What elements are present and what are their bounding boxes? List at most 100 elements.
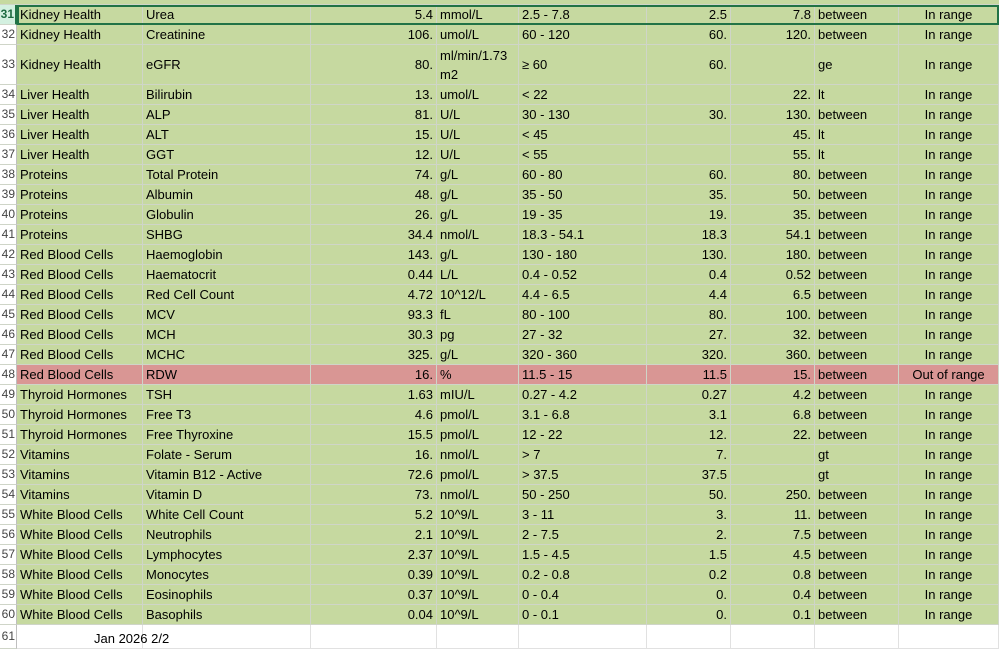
row-header[interactable]: 40: [0, 205, 17, 225]
unit-cell[interactable]: 10^9/L: [437, 545, 519, 565]
comparison-cell[interactable]: between: [815, 365, 899, 385]
status-cell[interactable]: In range: [899, 145, 999, 165]
row-header[interactable]: 53: [0, 465, 17, 485]
unit-cell[interactable]: U/L: [437, 125, 519, 145]
status-cell[interactable]: In range: [899, 405, 999, 425]
unit-cell[interactable]: mmol/L: [437, 5, 519, 25]
range-low-cell[interactable]: 320.: [647, 345, 731, 365]
result-value-cell[interactable]: 1.63: [311, 385, 437, 405]
range-high-cell[interactable]: 50.: [731, 185, 815, 205]
test-name-cell[interactable]: Free Thyroxine: [143, 425, 311, 445]
comparison-cell[interactable]: between: [815, 185, 899, 205]
reference-range-cell[interactable]: 4.4 - 6.5: [519, 285, 647, 305]
range-low-cell[interactable]: 130.: [647, 245, 731, 265]
row-header[interactable]: 61: [0, 625, 17, 649]
unit-cell[interactable]: pmol/L: [437, 425, 519, 445]
range-low-cell[interactable]: 35.: [647, 185, 731, 205]
range-high-cell[interactable]: 0.4: [731, 585, 815, 605]
row-header[interactable]: 48: [0, 365, 17, 385]
result-value-cell[interactable]: 4.72: [311, 285, 437, 305]
empty-cell[interactable]: [311, 625, 437, 649]
status-cell[interactable]: In range: [899, 445, 999, 465]
range-low-cell[interactable]: 60.: [647, 45, 731, 85]
status-cell[interactable]: In range: [899, 545, 999, 565]
row-header[interactable]: 38: [0, 165, 17, 185]
category-cell[interactable]: White Blood Cells: [17, 525, 143, 545]
range-low-cell[interactable]: 1.5: [647, 545, 731, 565]
result-value-cell[interactable]: 4.6: [311, 405, 437, 425]
unit-cell[interactable]: 10^9/L: [437, 525, 519, 545]
test-name-cell[interactable]: GGT: [143, 145, 311, 165]
comparison-cell[interactable]: between: [815, 205, 899, 225]
status-cell[interactable]: In range: [899, 165, 999, 185]
status-cell[interactable]: In range: [899, 585, 999, 605]
comparison-cell[interactable]: between: [815, 505, 899, 525]
empty-cell[interactable]: [519, 625, 647, 649]
range-low-cell[interactable]: 60.: [647, 25, 731, 45]
range-low-cell[interactable]: 7.: [647, 445, 731, 465]
status-cell[interactable]: In range: [899, 45, 999, 85]
unit-cell[interactable]: pg: [437, 325, 519, 345]
reference-range-cell[interactable]: 130 - 180: [519, 245, 647, 265]
result-value-cell[interactable]: 2.37: [311, 545, 437, 565]
reference-range-cell[interactable]: < 45: [519, 125, 647, 145]
unit-cell[interactable]: ml/min/1.73 m2: [437, 45, 519, 85]
range-low-cell[interactable]: 19.: [647, 205, 731, 225]
category-cell[interactable]: Vitamins: [17, 465, 143, 485]
row-header[interactable]: 35: [0, 105, 17, 125]
test-name-cell[interactable]: Vitamin B12 - Active: [143, 465, 311, 485]
range-low-cell[interactable]: 11.5: [647, 365, 731, 385]
row-header[interactable]: 59: [0, 585, 17, 605]
result-value-cell[interactable]: 325.: [311, 345, 437, 365]
empty-cell[interactable]: [899, 625, 999, 649]
empty-cell[interactable]: [437, 625, 519, 649]
row-header[interactable]: 45: [0, 305, 17, 325]
row-header[interactable]: 49: [0, 385, 17, 405]
range-low-cell[interactable]: 18.3: [647, 225, 731, 245]
empty-cell[interactable]: [17, 625, 143, 649]
test-name-cell[interactable]: Monocytes: [143, 565, 311, 585]
category-cell[interactable]: Thyroid Hormones: [17, 405, 143, 425]
range-high-cell[interactable]: 32.: [731, 325, 815, 345]
result-value-cell[interactable]: 73.: [311, 485, 437, 505]
category-cell[interactable]: Thyroid Hormones: [17, 385, 143, 405]
comparison-cell[interactable]: lt: [815, 125, 899, 145]
reference-range-cell[interactable]: 60 - 80: [519, 165, 647, 185]
test-name-cell[interactable]: Basophils: [143, 605, 311, 625]
status-cell[interactable]: In range: [899, 25, 999, 45]
test-name-cell[interactable]: Globulin: [143, 205, 311, 225]
category-cell[interactable]: Liver Health: [17, 145, 143, 165]
category-cell[interactable]: Liver Health: [17, 125, 143, 145]
range-high-cell[interactable]: 4.5: [731, 545, 815, 565]
status-cell[interactable]: In range: [899, 205, 999, 225]
unit-cell[interactable]: 10^9/L: [437, 565, 519, 585]
range-low-cell[interactable]: [647, 145, 731, 165]
result-value-cell[interactable]: 80.: [311, 45, 437, 85]
category-cell[interactable]: White Blood Cells: [17, 605, 143, 625]
row-header[interactable]: 58: [0, 565, 17, 585]
range-high-cell[interactable]: 100.: [731, 305, 815, 325]
status-cell[interactable]: In range: [899, 265, 999, 285]
result-value-cell[interactable]: 16.: [311, 365, 437, 385]
row-header[interactable]: 37: [0, 145, 17, 165]
reference-range-cell[interactable]: 3.1 - 6.8: [519, 405, 647, 425]
test-name-cell[interactable]: Haemoglobin: [143, 245, 311, 265]
comparison-cell[interactable]: between: [815, 585, 899, 605]
comparison-cell[interactable]: between: [815, 5, 899, 25]
unit-cell[interactable]: fL: [437, 305, 519, 325]
category-cell[interactable]: White Blood Cells: [17, 565, 143, 585]
unit-cell[interactable]: L/L: [437, 265, 519, 285]
status-cell[interactable]: In range: [899, 125, 999, 145]
range-high-cell[interactable]: 120.: [731, 25, 815, 45]
unit-cell[interactable]: umol/L: [437, 85, 519, 105]
result-value-cell[interactable]: 12.: [311, 145, 437, 165]
status-cell[interactable]: In range: [899, 605, 999, 625]
status-cell[interactable]: In range: [899, 385, 999, 405]
unit-cell[interactable]: U/L: [437, 145, 519, 165]
range-high-cell[interactable]: 80.: [731, 165, 815, 185]
comparison-cell[interactable]: between: [815, 305, 899, 325]
category-cell[interactable]: Thyroid Hormones: [17, 425, 143, 445]
row-header[interactable]: 52: [0, 445, 17, 465]
comparison-cell[interactable]: between: [815, 245, 899, 265]
row-header[interactable]: 51: [0, 425, 17, 445]
